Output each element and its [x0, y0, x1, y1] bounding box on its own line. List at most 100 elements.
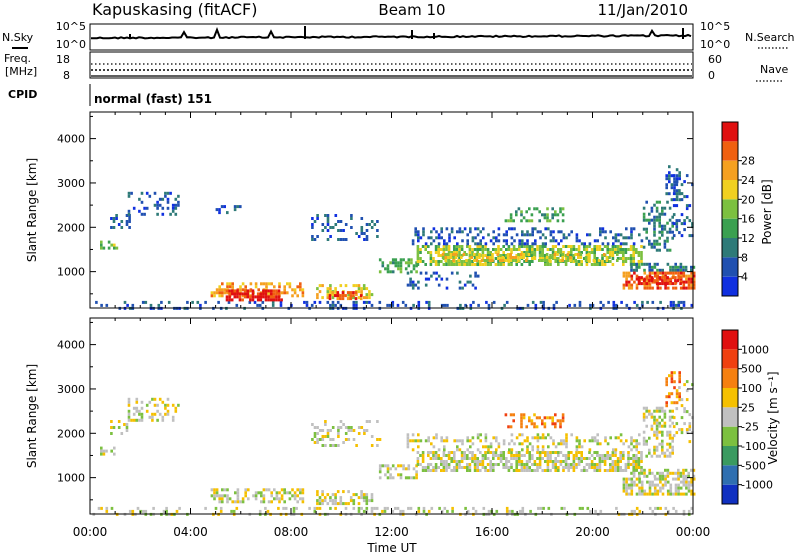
velocity-cell [406, 436, 410, 440]
power-cell [236, 292, 239, 296]
power-cell [316, 214, 319, 217]
velocity-cell [670, 392, 674, 396]
velocity-cell [165, 506, 168, 510]
power-cell [554, 245, 557, 248]
power-cell [391, 300, 395, 304]
power-cell [466, 263, 469, 266]
velocity-cell [316, 426, 319, 429]
velocity-cell [627, 492, 631, 496]
power-cell [629, 248, 633, 251]
power-cell [264, 295, 268, 299]
velocity-cell [561, 419, 565, 423]
power-cell [574, 259, 577, 262]
power-cell [534, 227, 537, 231]
power-cell [525, 210, 528, 214]
power-cell [622, 271, 626, 275]
velocity-cell [653, 477, 657, 481]
power-cell [326, 229, 330, 232]
velocity-cell [648, 483, 652, 487]
power-cell [519, 256, 523, 259]
power-cell [510, 242, 514, 246]
velocity-cell [552, 439, 555, 443]
power-cell [561, 207, 565, 211]
power-cell [673, 180, 676, 184]
velocity-cell [572, 457, 576, 460]
velocity-cell [661, 442, 664, 446]
power-cell [296, 285, 299, 289]
power-cell [678, 192, 681, 196]
velocity-cell [525, 460, 529, 463]
power-cell [531, 233, 534, 237]
power-cell [638, 265, 641, 269]
power-cell [241, 282, 245, 286]
velocity-cell [551, 422, 554, 426]
power-cell [460, 256, 463, 259]
power-cell [530, 213, 534, 217]
power-cell [682, 271, 686, 275]
power-cell [573, 303, 577, 307]
velocity-cell [523, 466, 526, 469]
velocity-cell [546, 469, 550, 472]
power-cell [578, 239, 581, 243]
velocity-cell [539, 436, 542, 440]
velocity-cell [510, 454, 513, 457]
power-cell [448, 236, 451, 240]
power-cell [556, 253, 559, 256]
power-cell [350, 226, 353, 229]
power-cell [556, 219, 560, 223]
power-cell [521, 239, 524, 243]
velocity-cell [241, 497, 245, 501]
power-cell [553, 256, 557, 259]
power-cell [480, 259, 484, 262]
velocity-cell [221, 494, 224, 498]
power-cell [161, 206, 165, 210]
power-cell [672, 271, 675, 275]
power-cell [310, 303, 314, 307]
velocity-cell [632, 460, 635, 463]
velocity-cell [416, 460, 420, 463]
velocity-cell [442, 451, 446, 454]
velocity-cell [339, 499, 343, 503]
velocity-cell [357, 496, 361, 500]
power-cell [435, 230, 438, 234]
power-cell [619, 251, 622, 254]
power-cell [520, 213, 523, 217]
velocity-cell [538, 416, 541, 420]
power-cell [368, 300, 371, 304]
power-cell [661, 206, 664, 210]
velocity-cell [283, 491, 286, 495]
velocity-cell [543, 422, 547, 426]
velocity-cell [466, 436, 469, 440]
velocity-cell [365, 496, 369, 500]
velocity-cell [642, 430, 646, 434]
velocity-cell [562, 442, 566, 446]
power-cell [690, 303, 694, 307]
velocity-cell [402, 464, 405, 468]
power-cell [619, 248, 622, 251]
power-cell [668, 218, 672, 222]
power-cell [499, 254, 503, 257]
power-cell [269, 295, 273, 299]
velocity-cell [324, 435, 327, 438]
velocity-cell [316, 490, 319, 494]
power-cell [486, 256, 489, 259]
velocity-cell [560, 439, 563, 443]
power-cell [421, 245, 425, 248]
velocity-cell [365, 493, 369, 497]
velocity-cell [458, 463, 461, 466]
power-cell [492, 236, 495, 240]
velocity-cell [117, 420, 121, 423]
power-cell [588, 233, 592, 237]
power-cell [690, 280, 693, 284]
velocity-cell [625, 439, 628, 443]
velocity-cell [260, 500, 263, 504]
power-cell [557, 260, 560, 263]
velocity-cell [178, 506, 181, 510]
velocity-cell [481, 460, 485, 463]
power-cell [651, 300, 655, 304]
power-cell [365, 287, 369, 291]
power-cell [305, 303, 309, 307]
velocity-cell [331, 426, 335, 429]
velocity-cell [675, 407, 679, 411]
power-cell [127, 212, 131, 216]
